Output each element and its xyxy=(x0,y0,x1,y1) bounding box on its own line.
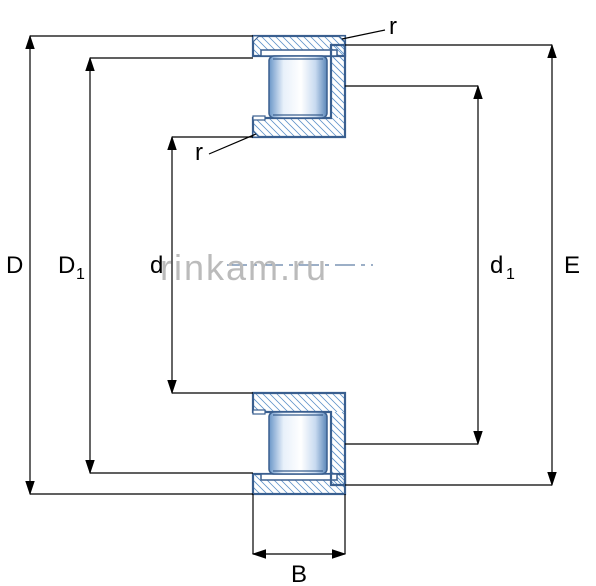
svg-text:D: D xyxy=(6,252,23,279)
svg-text:E: E xyxy=(564,252,580,279)
svg-text:d: d xyxy=(490,252,503,279)
svg-text:r: r xyxy=(389,13,397,40)
svg-text:r: r xyxy=(195,139,203,166)
svg-text:1: 1 xyxy=(506,266,515,283)
svg-text:B: B xyxy=(291,561,307,586)
svg-text:D: D xyxy=(58,252,75,279)
watermark-text: rinkam.ru xyxy=(160,247,328,288)
svg-text:d: d xyxy=(150,252,163,279)
svg-text:1: 1 xyxy=(76,266,85,283)
